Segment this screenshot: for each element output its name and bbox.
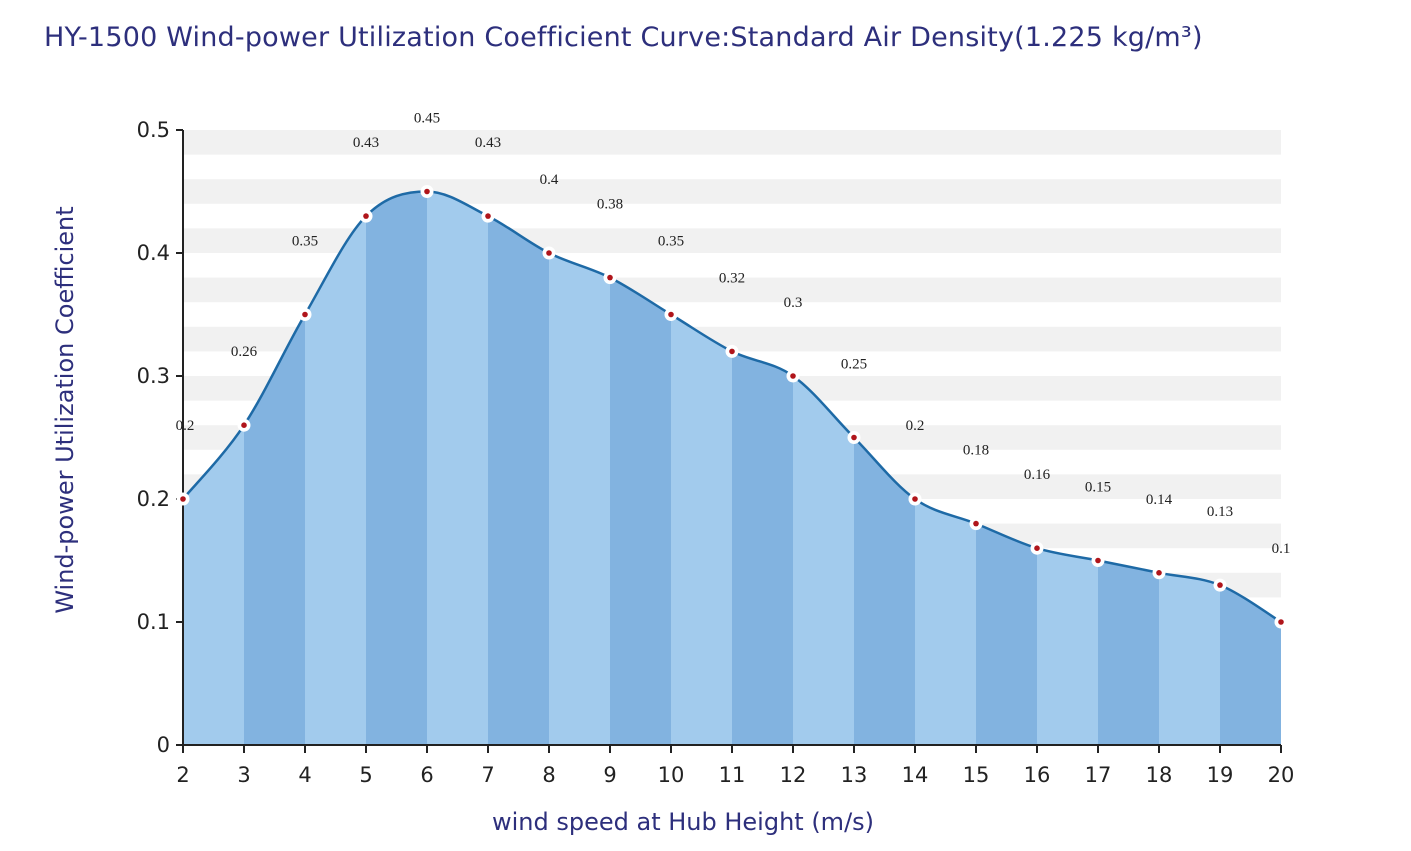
area-segment [488,191,550,745]
x-tick-label: 19 [1207,763,1234,787]
x-tick-label: 3 [237,763,250,787]
data-label: 0.2 [176,418,195,434]
data-point [485,213,491,219]
data-point [729,348,735,355]
data-label: 0.43 [353,135,379,151]
x-tick-label: 16 [1024,763,1051,787]
area-segment [732,191,794,745]
area-segment [305,191,367,745]
x-tick-label: 6 [420,763,433,787]
data-label: 0.4 [540,172,559,188]
data-label: 0.1 [1272,541,1291,557]
data-point [912,496,918,502]
data-point [302,311,308,318]
y-tick-label: 0.5 [137,118,170,142]
x-tick-label: 10 [658,763,685,787]
data-point [1156,570,1162,576]
series-line [182,190,1282,624]
data-point [790,373,796,379]
data-label: 0.16 [1024,467,1051,483]
area-segment [244,191,306,745]
x-tick-label: 7 [481,763,494,787]
data-label: 0.38 [597,197,623,213]
data-point [1034,545,1040,551]
data-label: 0.2 [906,418,925,434]
area-segment [793,191,855,745]
data-point [424,188,430,195]
data-point [851,434,857,441]
x-tick-label: 9 [603,763,616,787]
x-tick-label: 17 [1085,763,1112,787]
x-tick-label: 15 [963,763,990,787]
grid-band [183,130,1281,155]
x-tick-label: 12 [780,763,807,787]
grid-band [183,179,1281,204]
chart-title: HY-1500 Wind-power Utilization Coefficie… [44,22,1203,53]
data-label: 0.13 [1207,504,1233,520]
area-segment [366,191,428,745]
data-label: 0.35 [292,234,318,250]
data-label: 0.3 [784,295,803,311]
data-label: 0.45 [414,111,440,127]
y-tick-label: 0 [157,733,170,757]
x-tick-label: 8 [542,763,555,787]
x-tick-label: 20 [1268,763,1295,787]
data-point [607,274,613,281]
x-tick-label: 18 [1146,763,1173,787]
data-point [973,520,979,527]
x-tick-label: 13 [841,763,868,787]
data-label: 0.18 [963,443,989,459]
area-segment [671,191,733,745]
area-segment [610,191,672,745]
x-tick-label: 5 [359,763,372,787]
area-segment [427,191,489,745]
x-axis-label: wind speed at Hub Height (m/s) [491,808,875,836]
y-tick-label: 0.2 [137,487,170,511]
area-segment [549,191,611,745]
y-tick-label: 0.4 [137,241,170,265]
x-tick-label: 14 [902,763,929,787]
data-point [1278,619,1284,625]
x-tick-label: 2 [176,763,189,787]
data-label: 0.15 [1085,480,1111,496]
y-tick-label: 0.3 [137,364,170,388]
data-point [241,422,247,429]
data-point [363,213,369,219]
data-label: 0.35 [658,234,684,250]
y-tick-label: 0.1 [137,610,170,634]
data-point [1095,557,1101,564]
data-point [180,496,186,502]
x-tick-label: 11 [719,763,746,787]
data-label: 0.32 [719,270,745,286]
data-label: 0.43 [475,135,501,151]
data-point [546,250,552,256]
data-point [668,311,674,318]
data-point [1217,582,1223,588]
data-label: 0.26 [231,344,258,360]
data-label: 0.25 [841,357,867,373]
x-tick-label: 4 [298,763,311,787]
data-label: 0.14 [1146,492,1173,508]
